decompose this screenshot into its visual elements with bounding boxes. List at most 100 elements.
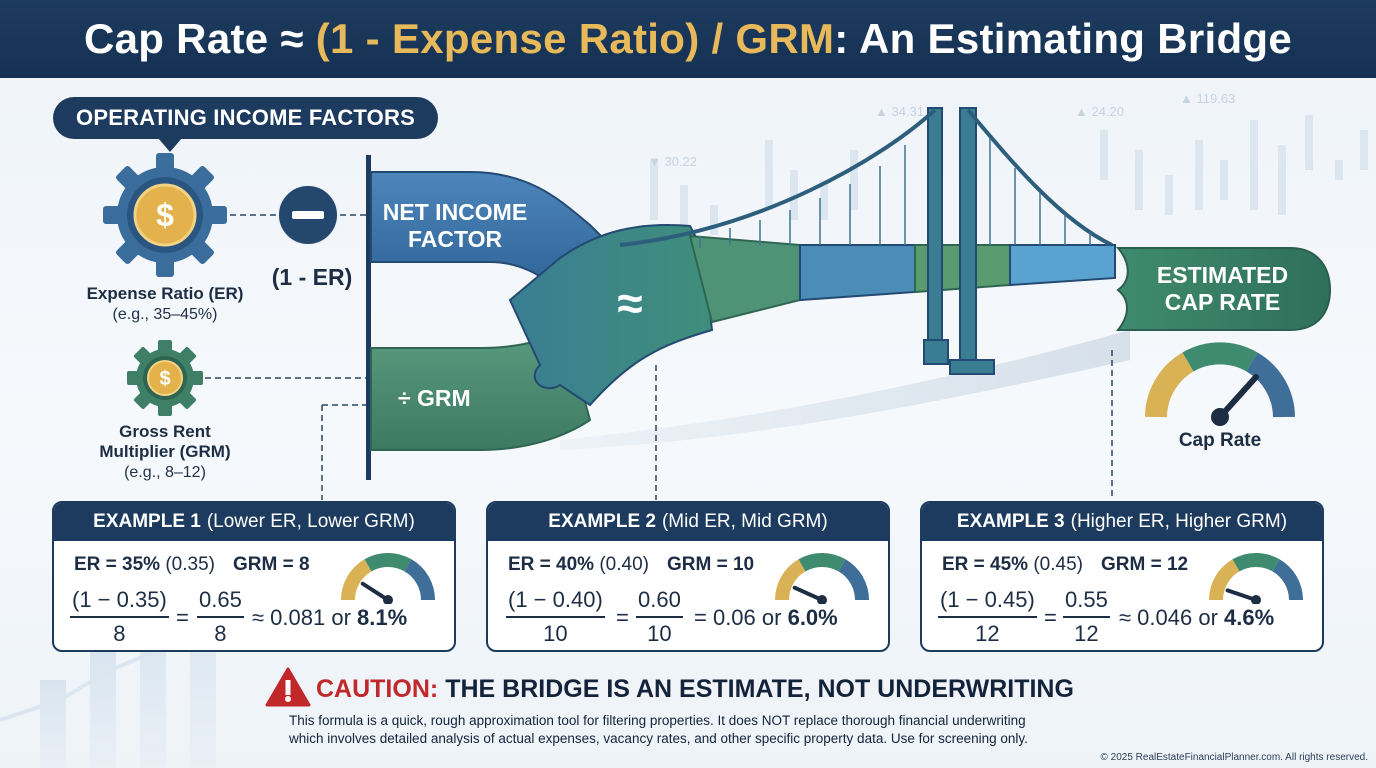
fraction-denominator: 8 bbox=[113, 621, 126, 646]
result-prefix: ≈ 0.081 or bbox=[252, 605, 351, 630]
simplified-fraction: 0.65 8 bbox=[197, 587, 244, 647]
example-title: EXAMPLE 3 bbox=[956, 511, 1065, 532]
estimated-cap-rate-line2: CAP RATE bbox=[1164, 289, 1281, 315]
gauge-needle bbox=[360, 581, 390, 602]
caution-banner: CAUTION: THE BRIDGE IS AN ESTIMATE, NOT … bbox=[268, 670, 1074, 708]
simplified-numerator: 0.55 bbox=[1063, 587, 1110, 618]
example-inputs: ER = 40% (0.40) GRM = 10 bbox=[508, 554, 754, 576]
grm-label-line2: Multiplier (GRM) bbox=[99, 442, 231, 461]
title-suffix: : An Estimating Bridge bbox=[834, 15, 1293, 62]
simplified-fraction: 0.55 12 bbox=[1063, 587, 1110, 647]
cap-rate-gauge-label: Cap Rate bbox=[1178, 430, 1262, 451]
fraction-denominator: 12 bbox=[975, 621, 1000, 646]
er-decimal: (0.40) bbox=[599, 554, 649, 575]
gauge-icon bbox=[775, 553, 869, 604]
example-inputs: ER = 45% (0.45) GRM = 12 bbox=[942, 554, 1188, 576]
suspension-bridge-icon bbox=[619, 107, 1113, 375]
grm-example: (e.g., 8–12) bbox=[124, 464, 206, 481]
ticker-3: ▲ 119.63 bbox=[1180, 91, 1235, 106]
result-percent: 4.6% bbox=[1224, 605, 1275, 630]
example-title: EXAMPLE 2 bbox=[548, 511, 656, 532]
result-percent: 6.0% bbox=[787, 605, 838, 630]
ticker-2: ▲ 24.20 bbox=[1075, 104, 1124, 119]
grm-value: GRM = 8 bbox=[233, 554, 310, 575]
example-subtitle: (Higher ER, Higher GRM) bbox=[1070, 511, 1288, 532]
example-card-header: EXAMPLE 1 (Lower ER, Lower GRM) bbox=[54, 503, 454, 541]
approx-symbol: ≈ bbox=[617, 277, 643, 329]
caution-word: CAUTION: bbox=[316, 674, 439, 703]
gauge-needle bbox=[1225, 588, 1258, 602]
ticker-1: ▲ 34.31 bbox=[875, 104, 924, 119]
caution-body-line1: This formula is a quick, rough approxima… bbox=[289, 713, 1026, 728]
factors-heading: OPERATING INCOME FACTORS bbox=[53, 97, 438, 152]
gauge-icon bbox=[1145, 342, 1295, 426]
svg-text:$: $ bbox=[156, 197, 174, 233]
er-value: ER = 45% bbox=[942, 554, 1029, 575]
simplified-numerator: 0.60 bbox=[636, 587, 683, 618]
equals-sign: = bbox=[1044, 605, 1057, 630]
gauge-hub bbox=[1251, 595, 1261, 604]
svg-text:$: $ bbox=[159, 368, 170, 390]
er-decimal: (0.35) bbox=[165, 554, 215, 575]
equals-sign: = bbox=[616, 605, 629, 630]
example-result: ≈ 0.081 or 8.1% bbox=[252, 605, 407, 631]
simplified-denominator: 12 bbox=[1074, 621, 1099, 646]
dollar-gear-icon: $ bbox=[103, 153, 227, 277]
fraction-numerator: (1 − 0.35) bbox=[70, 587, 169, 618]
title-formula: (1 - Expense Ratio) / GRM bbox=[315, 15, 835, 62]
example-inputs: ER = 35% (0.35) GRM = 8 bbox=[74, 554, 310, 576]
er-value: ER = 40% bbox=[508, 554, 595, 575]
gauge-hub bbox=[817, 595, 827, 604]
example-card-3: EXAMPLE 3 (Higher ER, Higher GRM) ER = 4… bbox=[920, 501, 1324, 652]
title-prefix: Cap Rate ≈ bbox=[83, 15, 316, 62]
divide-grm-label: ÷ GRM bbox=[398, 385, 471, 411]
result-prefix: = 0.06 or bbox=[694, 605, 782, 630]
ticker-4: ▼ 30.22 bbox=[648, 154, 697, 169]
expense-ratio-example: (e.g., 35–45%) bbox=[112, 306, 218, 323]
fraction-numerator: (1 − 0.45) bbox=[938, 587, 1037, 618]
grm-label-line1: Gross Rent bbox=[119, 422, 211, 441]
example-card-2: EXAMPLE 2 (Mid ER, Mid GRM) ER = 40% (0.… bbox=[486, 501, 890, 652]
result-prefix: ≈ 0.046 or bbox=[1119, 605, 1218, 630]
title-bar: Cap Rate ≈ (1 - Expense Ratio) / GRM: An… bbox=[0, 0, 1376, 78]
expense-ratio-label: Expense Ratio (ER) bbox=[86, 284, 244, 303]
copyright-notice: © 2025 RealEstateFinancialPlanner.com. A… bbox=[1100, 752, 1368, 763]
formula-fraction: (1 − 0.35) 8 bbox=[70, 587, 169, 647]
simplified-fraction: 0.60 10 bbox=[636, 587, 683, 647]
one-minus-er-label: (1 - ER) bbox=[271, 264, 353, 290]
simplified-numerator: 0.65 bbox=[197, 587, 244, 618]
er-decimal: (0.45) bbox=[1033, 554, 1083, 575]
grm-value: GRM = 10 bbox=[667, 554, 755, 575]
dollar-small-gear-icon: $ bbox=[127, 340, 203, 416]
gauge-icon bbox=[1209, 553, 1303, 604]
example-result: ≈ 0.046 or 4.6% bbox=[1119, 605, 1274, 631]
caution-body: This formula is a quick, rough approxima… bbox=[289, 712, 1119, 748]
example-card-header: EXAMPLE 3 (Higher ER, Higher GRM) bbox=[922, 503, 1322, 541]
result-percent: 8.1% bbox=[357, 605, 408, 630]
example-result: = 0.06 or 6.0% bbox=[694, 605, 838, 631]
fraction-numerator: (1 − 0.40) bbox=[506, 587, 605, 618]
gauge-hub bbox=[383, 595, 393, 604]
equals-sign: = bbox=[176, 605, 189, 630]
gauge-icon bbox=[341, 553, 435, 604]
example-card-1: EXAMPLE 1 (Lower ER, Lower GRM) ER = 35%… bbox=[52, 501, 456, 652]
minus-circle-icon bbox=[277, 184, 339, 246]
net-income-label-line1: NET INCOME bbox=[382, 199, 528, 225]
fraction-denominator: 10 bbox=[543, 621, 568, 646]
example-subtitle: (Lower ER, Lower GRM) bbox=[206, 511, 415, 532]
example-subtitle: (Mid ER, Mid GRM) bbox=[661, 511, 828, 532]
example-card-header: EXAMPLE 2 (Mid ER, Mid GRM) bbox=[488, 503, 888, 541]
er-value: ER = 35% bbox=[74, 554, 161, 575]
formula-fraction: (1 − 0.40) 10 bbox=[506, 587, 605, 647]
net-income-label-line2: FACTOR bbox=[408, 226, 503, 252]
example-title: EXAMPLE 1 bbox=[93, 511, 201, 532]
formula-fraction: (1 − 0.45) 12 bbox=[938, 587, 1037, 647]
estimated-cap-rate-line1: ESTIMATED bbox=[1156, 262, 1289, 288]
caution-headline: THE BRIDGE IS AN ESTIMATE, NOT UNDERWRIT… bbox=[445, 674, 1074, 703]
grm-value: GRM = 12 bbox=[1101, 554, 1189, 575]
simplified-denominator: 10 bbox=[647, 621, 672, 646]
simplified-denominator: 8 bbox=[214, 621, 227, 646]
caution-body-line2: which involves detailed analysis of actu… bbox=[289, 731, 1028, 746]
warning-triangle-icon bbox=[265, 667, 311, 707]
